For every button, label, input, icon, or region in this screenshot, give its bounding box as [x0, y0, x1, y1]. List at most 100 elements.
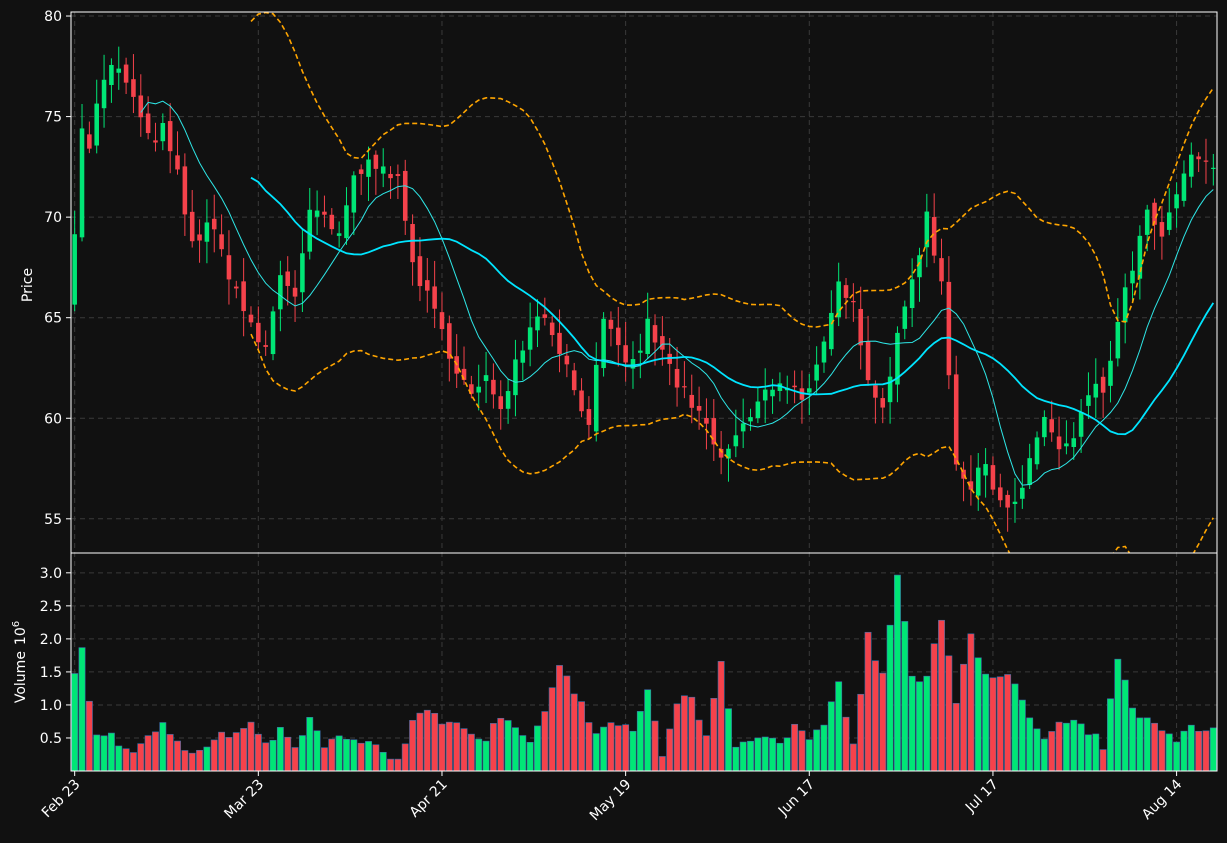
candle-body [1078, 412, 1084, 437]
volume-bar [1187, 724, 1195, 772]
candle-body [307, 209, 313, 252]
volume-bar [769, 737, 776, 772]
volume-bar [137, 743, 145, 772]
candle-body [792, 385, 797, 388]
candle-body [645, 318, 650, 355]
volume-axis-label-text: Volume [13, 651, 29, 703]
volume-bar [717, 661, 725, 772]
volume-bar [1107, 698, 1114, 772]
volume-bar [592, 733, 600, 772]
volume-bar [1151, 722, 1158, 772]
price-tick-label: 55 [44, 512, 62, 528]
candle-body [1159, 222, 1165, 237]
volume-bar [71, 673, 79, 772]
candle-body [939, 258, 944, 282]
price-tick-label: 80 [44, 9, 62, 25]
volume-bar [144, 735, 152, 772]
candle-body [909, 279, 915, 309]
candle-body [248, 314, 254, 323]
candle-body [1108, 360, 1113, 386]
volume-bar [489, 723, 497, 772]
candle-body [329, 214, 335, 230]
volume-bar [1092, 733, 1100, 772]
volume-bar [453, 722, 461, 772]
candle-body [718, 448, 724, 458]
volume-tick-label: 1.5 [40, 665, 62, 681]
candle-body [175, 155, 180, 170]
volume-bar [548, 687, 556, 772]
volume-bar [512, 727, 519, 772]
candle-body [917, 255, 922, 278]
volume-panel-frame [70, 552, 1218, 772]
volume-bar [504, 720, 512, 772]
candle-body [990, 465, 996, 490]
candle-body [1020, 487, 1025, 499]
volume-bar [688, 696, 696, 772]
volume-bar [431, 713, 439, 772]
candle-body [726, 448, 731, 459]
volume-bar [365, 741, 372, 772]
volume-bar [923, 675, 931, 772]
volume-bar [409, 720, 417, 772]
volume-bar [1085, 734, 1092, 772]
candle-body [865, 341, 871, 381]
candle-body [616, 327, 621, 346]
volume-bar [291, 747, 299, 772]
candle-body [72, 234, 77, 305]
volume-bar [1099, 749, 1107, 772]
volume-bar [240, 728, 248, 772]
volume-bar [379, 751, 387, 772]
candle-body [1071, 438, 1077, 447]
volume-bar [1062, 722, 1070, 772]
candle-body [887, 376, 893, 403]
volume-bar [776, 742, 784, 772]
candle-body [1122, 287, 1128, 323]
candle-body [373, 154, 379, 169]
candle-body [138, 95, 144, 118]
volume-bar [423, 709, 431, 772]
candle-body [380, 166, 386, 174]
candle-body [1144, 209, 1150, 235]
indicator-lines [140, 12, 1215, 553]
candle-body [931, 217, 937, 256]
volume-bar [1195, 730, 1203, 772]
volume-bar [703, 735, 710, 772]
price-tick-label: 70 [44, 210, 62, 226]
candle-body [211, 218, 217, 230]
candle-body [101, 79, 107, 109]
candle-body [160, 122, 166, 142]
candle-body [219, 234, 224, 250]
volume-bar [218, 731, 226, 772]
candle-body [483, 375, 489, 382]
candle-body [983, 464, 988, 476]
price-tick-label: 65 [44, 311, 62, 327]
volume-bar [901, 621, 909, 772]
candle-body [513, 359, 518, 396]
candle-body [351, 175, 357, 213]
candle-body [1056, 436, 1062, 450]
volume-bar [651, 720, 659, 772]
candle-body [1100, 376, 1106, 393]
candle-body [998, 487, 1003, 501]
volume-tick-label: 2.0 [40, 632, 62, 648]
volume-bar [350, 739, 358, 772]
candle-body [300, 253, 305, 293]
volume-bar [416, 712, 424, 772]
candle-body [256, 322, 261, 343]
volume-bar [181, 750, 189, 772]
volume-bar [747, 740, 754, 772]
candle-body [1152, 202, 1157, 225]
volume-bar [130, 752, 137, 772]
volume-bar [570, 693, 578, 772]
candle-body [1181, 173, 1187, 201]
volume-bar [813, 729, 821, 772]
candle-body [123, 64, 129, 83]
volume-bar [1026, 717, 1034, 772]
candle-body [807, 388, 812, 393]
candle-body [711, 418, 717, 445]
volume-bar [174, 740, 181, 772]
volume-bar [644, 689, 652, 772]
volume-bar [166, 734, 174, 772]
candle-body [535, 316, 540, 331]
volume-bar [78, 647, 86, 772]
